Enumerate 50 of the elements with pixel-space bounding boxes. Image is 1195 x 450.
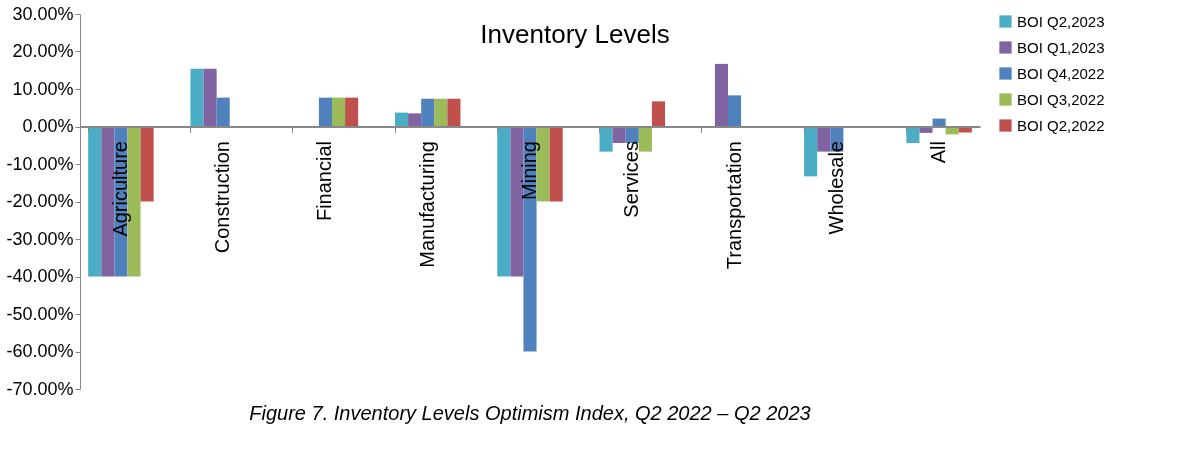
y-tick-label: -50.00% [6, 303, 74, 324]
bar [612, 126, 626, 143]
legend-label: BOI Q2,2022 [1017, 116, 1105, 134]
x-tick-label: Transportation [722, 141, 745, 270]
bar [447, 98, 461, 127]
bar [88, 126, 102, 277]
x-tick-label: All [927, 141, 950, 164]
legend-label: BOI Q3,2022 [1017, 90, 1105, 108]
bar [408, 113, 422, 127]
bar [728, 95, 742, 127]
bar [203, 68, 217, 127]
chart-title: Inventory Levels [480, 19, 670, 49]
y-tick-label: -70.00% [6, 378, 74, 399]
y-tick-label: -30.00% [6, 228, 74, 249]
x-tick-label: Services [620, 141, 643, 218]
bar [421, 98, 435, 127]
y-tick-label: 20.00% [12, 41, 74, 61]
legend-label: BOI Q2,2023 [1017, 12, 1105, 30]
y-tick-label: -40.00% [6, 266, 74, 286]
bar [804, 126, 818, 177]
bar [345, 97, 359, 127]
caption: Figure 7. Inventory Levels Optimism Index, Q2 2022 – Q2 2023 [249, 402, 811, 424]
bar [497, 126, 511, 277]
y-tick-label: -10.00% [6, 153, 74, 174]
y-tick-label: 10.00% [12, 78, 74, 99]
x-tick-label: Manufacturing [415, 141, 438, 268]
y-tick-label: -20.00% [6, 191, 74, 211]
bar [140, 126, 154, 202]
x-tick-label: Agriculture [108, 141, 131, 237]
bar [190, 68, 204, 127]
bar [549, 126, 563, 202]
legend-label: BOI Q4,2022 [1017, 64, 1105, 82]
bar [599, 126, 613, 152]
y-tick-label: 0.00% [22, 116, 74, 136]
bar [332, 97, 346, 127]
x-tick-label: Construction [211, 141, 234, 254]
bar [216, 97, 230, 127]
bar [906, 126, 920, 143]
bar [318, 97, 332, 127]
legend-label: BOI Q1,2023 [1017, 38, 1105, 56]
bar [434, 98, 448, 127]
bar [395, 112, 409, 127]
x-tick-label: Wholesale [824, 141, 847, 235]
x-tick-label: Mining [518, 141, 540, 200]
y-tick-label: -60.00% [6, 341, 74, 361]
bar [651, 101, 665, 127]
y-tick-label: 30.00% [12, 3, 74, 24]
bar [638, 126, 652, 152]
bar [714, 63, 728, 127]
x-tick-label: Financial [313, 141, 336, 222]
